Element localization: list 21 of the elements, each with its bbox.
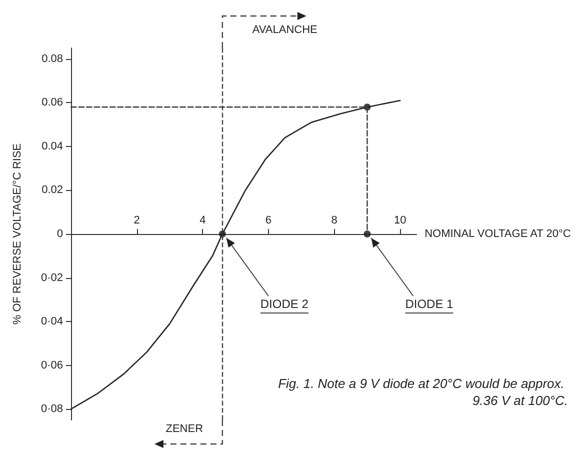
y-tick-label: 0·08 — [40, 403, 63, 416]
y-tick-label: 0.04 — [42, 140, 63, 152]
annotation: Fig. 1. Note a 9 V diode at 20°C would be approx. 9.36 V at 100°C. — [278, 376, 568, 408]
y-tick-label: 0·04 — [40, 316, 63, 328]
x-axis-title: NOMINAL VOLTAGE AT 20°C — [424, 228, 571, 240]
x-tick-label: 6 — [265, 214, 272, 226]
y-tick-label: 0.02 — [42, 184, 63, 196]
y-tick-label: 0·02 — [40, 272, 63, 284]
y-tick-label: 0·06 — [40, 359, 63, 372]
y-tick-label: 0.08 — [42, 52, 63, 65]
y-axis-title: % OF REVERSE VOLTAGE/°C RISE — [12, 143, 24, 325]
text: AVALANCHE — [252, 24, 318, 36]
x-tick-label: 4 — [200, 214, 206, 226]
text: ZENER — [166, 423, 204, 435]
annotation: DIODE 2 — [260, 297, 309, 311]
x-tick-label: 2 — [134, 214, 140, 226]
x-tick-label: 10 — [394, 214, 406, 226]
y-tick-label: 0 — [56, 228, 63, 240]
x-tick-label: 8 — [331, 214, 338, 226]
y-tick-label: 0.06 — [42, 96, 63, 109]
annotation: DIODE 1 — [405, 297, 454, 311]
